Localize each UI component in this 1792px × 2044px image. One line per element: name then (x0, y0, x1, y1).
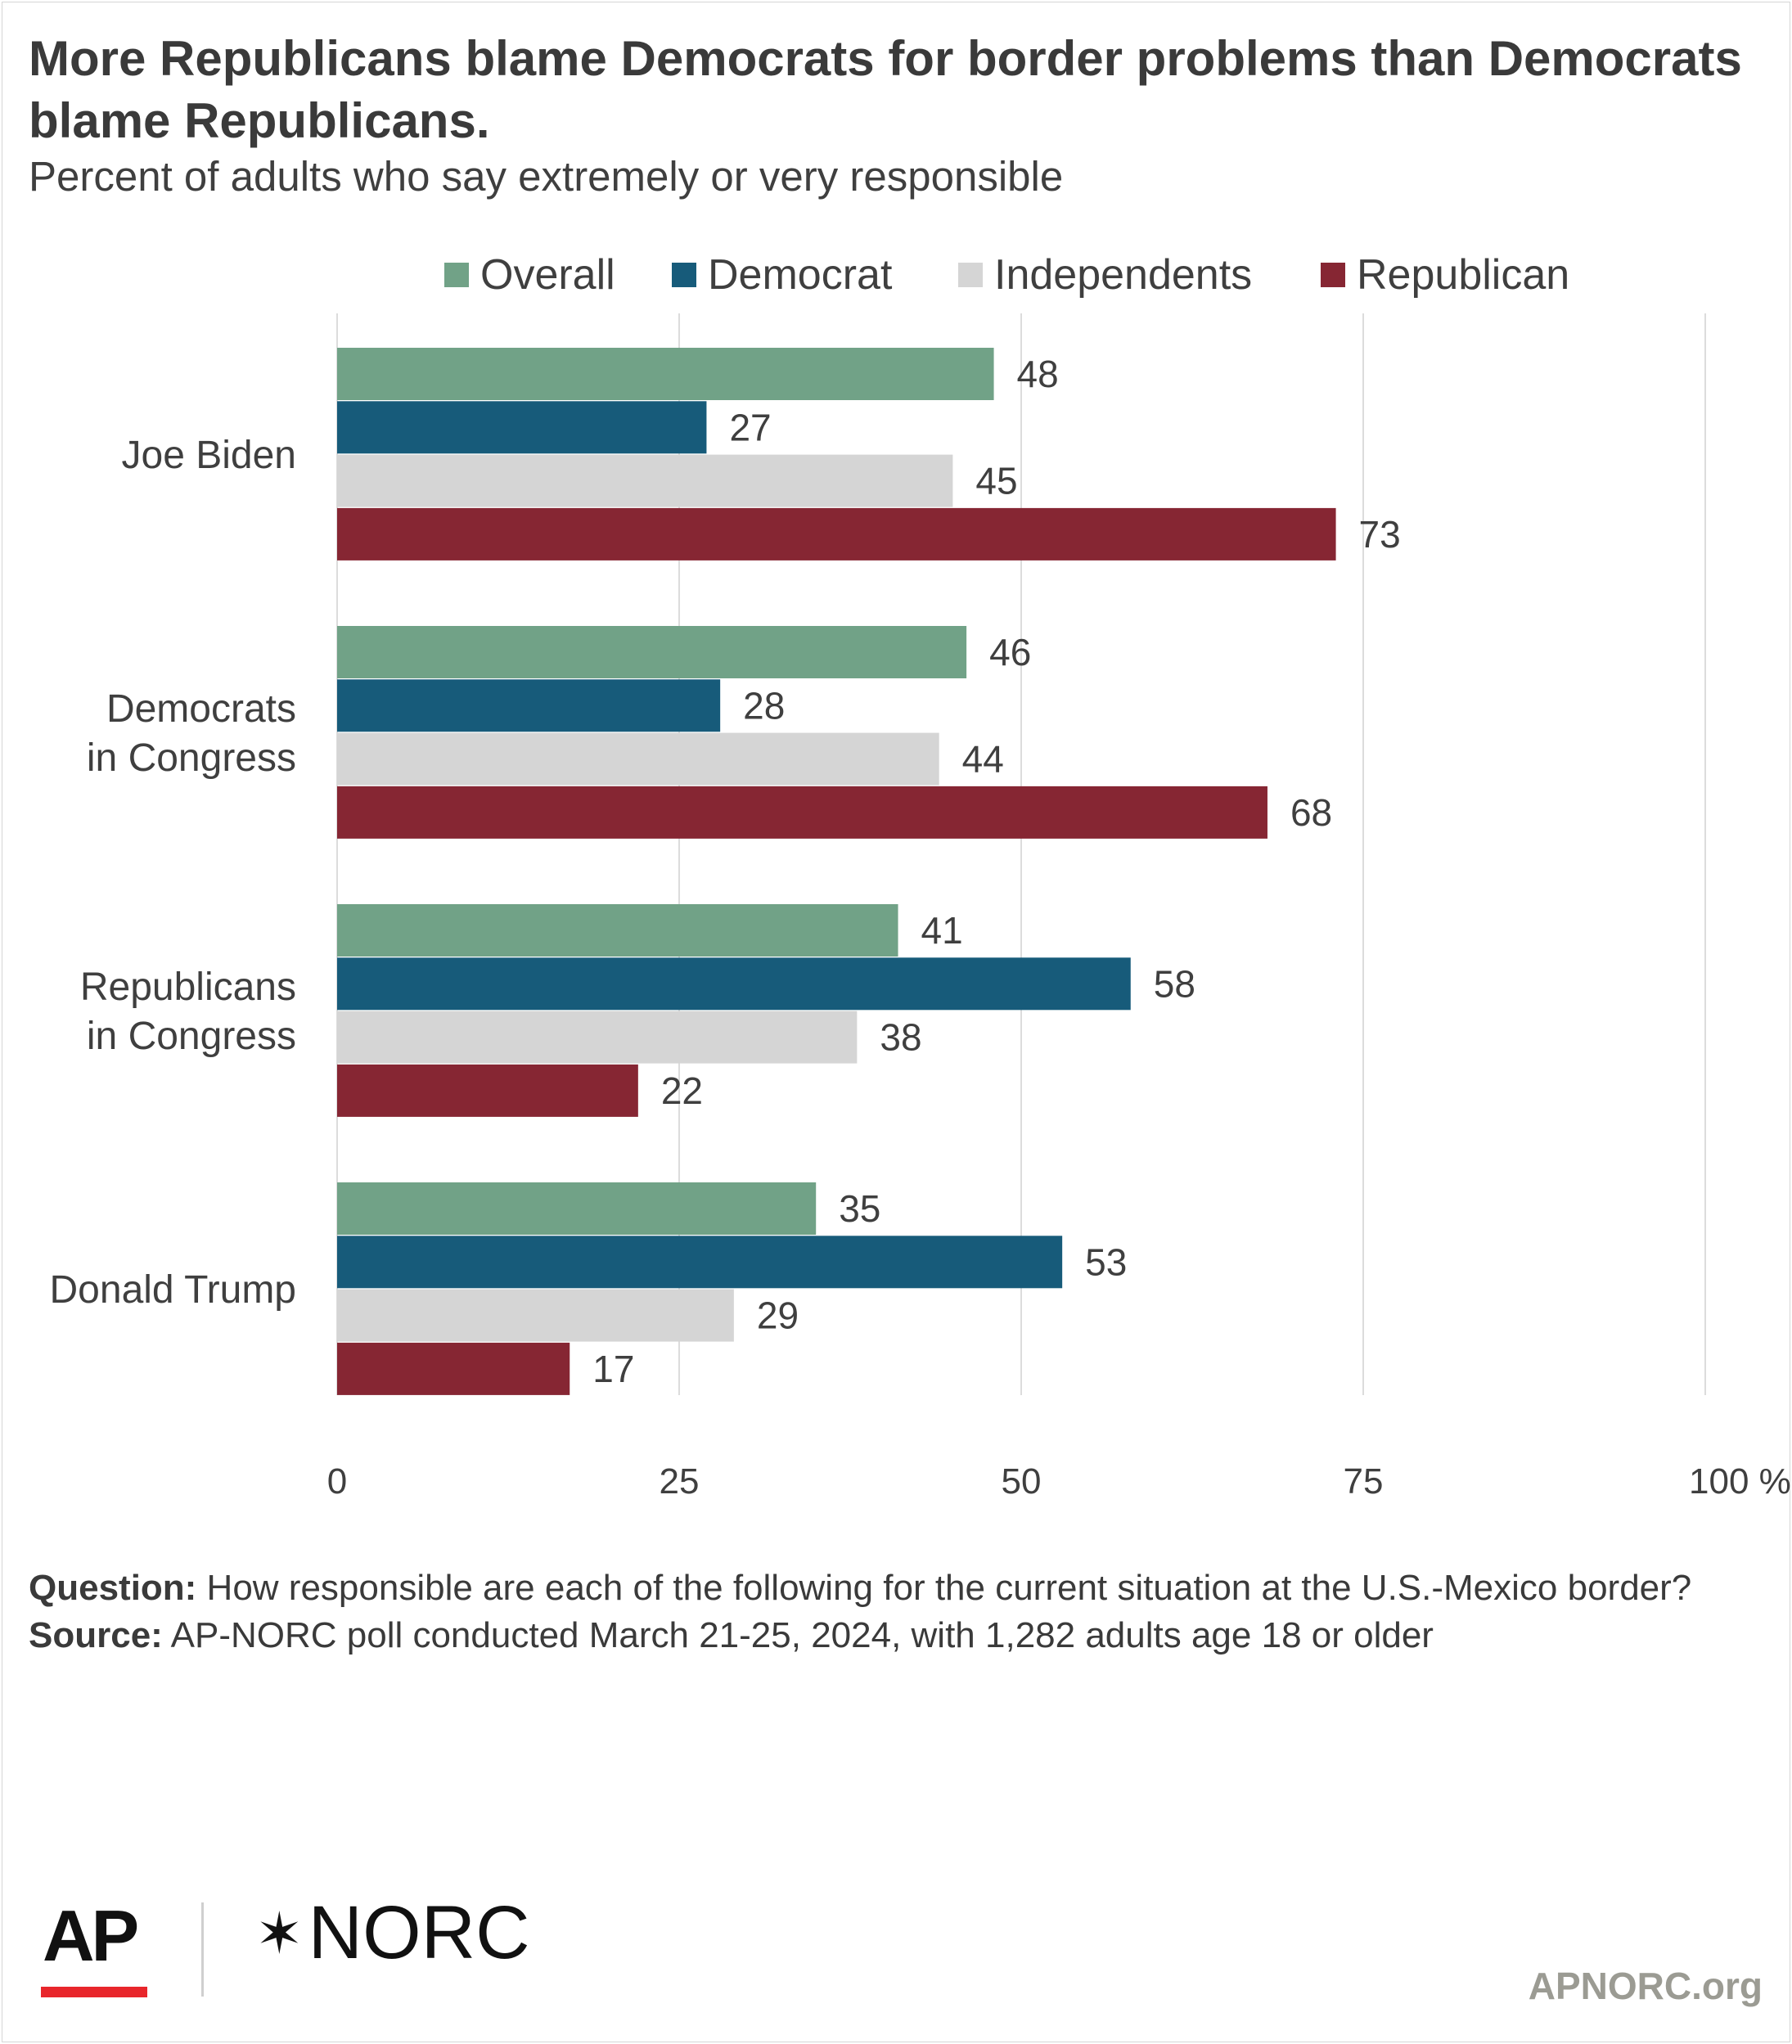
question-text: How responsible are each of the followin… (196, 1568, 1692, 1608)
data-label-3-overall: 35 (839, 1187, 880, 1230)
category-label-3: Donald Trump (50, 1268, 296, 1312)
data-label-0-overall: 48 (1017, 353, 1059, 395)
category-label-line: in Congress (87, 736, 296, 780)
legend-swatch-republican (1321, 263, 1345, 287)
source-text: AP-NORC poll conducted March 21-25, 2024… (162, 1615, 1434, 1655)
data-label-3-republican: 17 (592, 1348, 634, 1390)
legend-item-overall: Overall (444, 250, 615, 300)
legend-item-democrat: Democrat (672, 250, 892, 300)
norc-logo-text: NORC (308, 1891, 530, 1974)
source-label: Source: (29, 1615, 163, 1655)
source-note: Source: AP-NORC poll conducted March 21-… (29, 1612, 1755, 1659)
ap-logo-bar (41, 1987, 147, 1997)
bar-1-overall (337, 626, 967, 678)
bar-1-democrat (337, 679, 721, 732)
data-label-2-democrat: 58 (1154, 962, 1195, 1005)
category-label-line: Democrats (106, 687, 296, 731)
bar-chart: 0 25 50 75 100 % 48 27 45 73 Joe Biden 46 28 44 68 Dem… (50, 313, 1791, 1501)
bar-1-republican (337, 786, 1267, 839)
bar-2-overall (337, 904, 898, 957)
legend-swatch-democrat (672, 263, 696, 287)
legend-item-republican: Republican (1321, 250, 1569, 300)
bar-2-republican (337, 1064, 638, 1117)
bar-0-democrat (337, 401, 707, 454)
category-label-line: Republicans (80, 966, 296, 1009)
category-label-line: Donald Trump (50, 1268, 296, 1312)
chart-title: More Republicans blame Democrats for bor… (29, 31, 1742, 148)
data-label-1-republican: 68 (1290, 791, 1332, 834)
data-label-1-independents: 44 (962, 738, 1004, 781)
data-label-3-democrat: 53 (1085, 1240, 1127, 1283)
norc-star-icon: ✶ (255, 1901, 304, 1965)
data-label-3-independents: 29 (757, 1294, 799, 1337)
site-url: APNORC.org (1528, 1965, 1763, 2007)
x-tick-label-50: 50 (1002, 1461, 1042, 1501)
logo-divider (201, 1902, 204, 1997)
data-label-0-democrat: 27 (729, 406, 771, 448)
data-label-2-republican: 22 (661, 1069, 703, 1112)
chart-subtitle: Percent of adults who say extremely or v… (29, 153, 1064, 200)
data-label-0-independents: 45 (975, 460, 1017, 502)
norc-logo: ✶ NORC (255, 1890, 530, 1976)
legend-label-democrat: Democrat (708, 251, 893, 299)
footnote: Question: How responsible are each of th… (29, 1565, 1755, 1659)
legend-label-independents: Independents (994, 251, 1253, 299)
legend: Overall Democrat Independents Republican (0, 250, 1792, 300)
bar-3-independents (337, 1289, 734, 1342)
bar-0-overall (337, 348, 994, 400)
bar-0-republican (337, 507, 1336, 561)
data-label-1-overall: 46 (989, 631, 1031, 673)
data-label-2-overall: 41 (921, 909, 963, 952)
data-label-1-democrat: 28 (743, 684, 785, 727)
category-label-1: Democrats in Congress (87, 687, 296, 780)
bar-2-democrat (337, 957, 1131, 1011)
data-label-0-republican: 73 (1359, 513, 1401, 556)
bar-2-independents (337, 1011, 858, 1064)
ap-logo: AP (43, 1895, 139, 1976)
legend-label-republican: Republican (1357, 251, 1570, 299)
category-label-2: Republicans in Congress (80, 966, 296, 1058)
question-note: Question: How responsible are each of th… (29, 1565, 1755, 1612)
category-label-line: Joe Biden (122, 434, 297, 477)
category-label-line: in Congress (87, 1015, 296, 1058)
x-tick-label-100: 100 % (1689, 1461, 1791, 1501)
x-tick-label-75: 75 (1344, 1461, 1384, 1501)
category-label-0: Joe Biden (122, 434, 297, 477)
bar-3-overall (337, 1182, 817, 1235)
data-label-2-independents: 38 (880, 1016, 921, 1059)
legend-item-independents: Independents (958, 250, 1252, 300)
bar-3-republican (337, 1342, 570, 1395)
legend-label-overall: Overall (480, 251, 615, 299)
bar-3-democrat (337, 1236, 1063, 1289)
bar-1-independents (337, 732, 939, 786)
legend-swatch-independents (958, 263, 983, 287)
x-tick-label-0: 0 (327, 1461, 347, 1501)
bar-0-independents (337, 454, 953, 507)
x-tick-label-25: 25 (660, 1461, 700, 1501)
legend-swatch-overall (444, 263, 469, 287)
question-label: Question: (29, 1568, 197, 1608)
